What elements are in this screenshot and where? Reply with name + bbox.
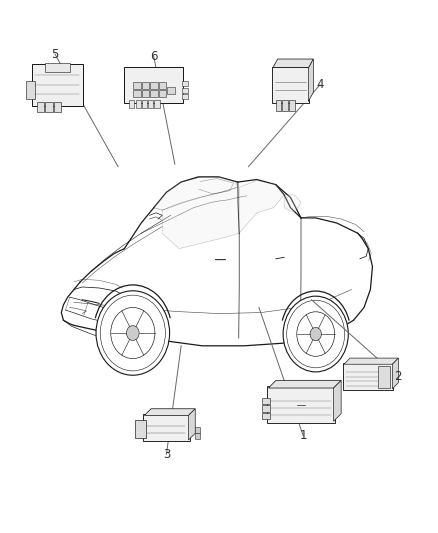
FancyBboxPatch shape bbox=[155, 100, 159, 108]
FancyBboxPatch shape bbox=[195, 433, 200, 439]
Polygon shape bbox=[272, 59, 314, 68]
Text: 4: 4 bbox=[316, 78, 324, 91]
FancyBboxPatch shape bbox=[142, 100, 147, 108]
FancyBboxPatch shape bbox=[282, 100, 288, 111]
FancyBboxPatch shape bbox=[53, 102, 61, 112]
FancyBboxPatch shape bbox=[124, 67, 184, 103]
Text: 6: 6 bbox=[150, 50, 158, 63]
FancyBboxPatch shape bbox=[37, 102, 44, 112]
FancyBboxPatch shape bbox=[159, 82, 166, 89]
Polygon shape bbox=[162, 187, 239, 248]
Polygon shape bbox=[344, 358, 398, 364]
FancyBboxPatch shape bbox=[182, 87, 187, 93]
FancyBboxPatch shape bbox=[182, 81, 187, 86]
FancyBboxPatch shape bbox=[272, 67, 309, 102]
Text: 1: 1 bbox=[299, 429, 307, 442]
Polygon shape bbox=[154, 177, 238, 210]
FancyBboxPatch shape bbox=[134, 82, 141, 89]
Polygon shape bbox=[145, 409, 195, 415]
Text: 3: 3 bbox=[163, 448, 170, 461]
FancyBboxPatch shape bbox=[276, 100, 282, 111]
FancyBboxPatch shape bbox=[142, 82, 149, 89]
FancyBboxPatch shape bbox=[159, 90, 166, 97]
FancyBboxPatch shape bbox=[261, 413, 270, 419]
FancyBboxPatch shape bbox=[267, 386, 335, 423]
Polygon shape bbox=[392, 358, 398, 389]
FancyBboxPatch shape bbox=[135, 100, 141, 108]
Ellipse shape bbox=[310, 327, 321, 341]
FancyBboxPatch shape bbox=[143, 414, 190, 441]
FancyBboxPatch shape bbox=[45, 63, 70, 72]
FancyBboxPatch shape bbox=[167, 87, 175, 94]
FancyBboxPatch shape bbox=[142, 90, 149, 97]
Text: 5: 5 bbox=[51, 47, 59, 61]
Polygon shape bbox=[239, 181, 284, 233]
FancyBboxPatch shape bbox=[135, 419, 146, 438]
FancyBboxPatch shape bbox=[148, 100, 153, 108]
Polygon shape bbox=[268, 381, 341, 388]
Ellipse shape bbox=[127, 326, 139, 341]
FancyBboxPatch shape bbox=[150, 90, 158, 97]
FancyBboxPatch shape bbox=[261, 406, 270, 411]
Ellipse shape bbox=[283, 296, 348, 372]
Text: 2: 2 bbox=[394, 370, 402, 383]
FancyBboxPatch shape bbox=[26, 81, 35, 100]
Ellipse shape bbox=[96, 291, 170, 375]
FancyBboxPatch shape bbox=[343, 363, 393, 390]
Polygon shape bbox=[284, 195, 301, 213]
FancyBboxPatch shape bbox=[261, 398, 270, 404]
Polygon shape bbox=[308, 59, 314, 101]
Polygon shape bbox=[334, 381, 341, 421]
FancyBboxPatch shape bbox=[129, 100, 134, 108]
FancyBboxPatch shape bbox=[289, 100, 295, 111]
FancyBboxPatch shape bbox=[134, 90, 141, 97]
FancyBboxPatch shape bbox=[150, 82, 158, 89]
FancyBboxPatch shape bbox=[32, 64, 82, 106]
Polygon shape bbox=[188, 409, 195, 440]
FancyBboxPatch shape bbox=[378, 366, 390, 388]
FancyBboxPatch shape bbox=[182, 94, 187, 100]
FancyBboxPatch shape bbox=[45, 102, 53, 112]
FancyBboxPatch shape bbox=[195, 426, 200, 433]
